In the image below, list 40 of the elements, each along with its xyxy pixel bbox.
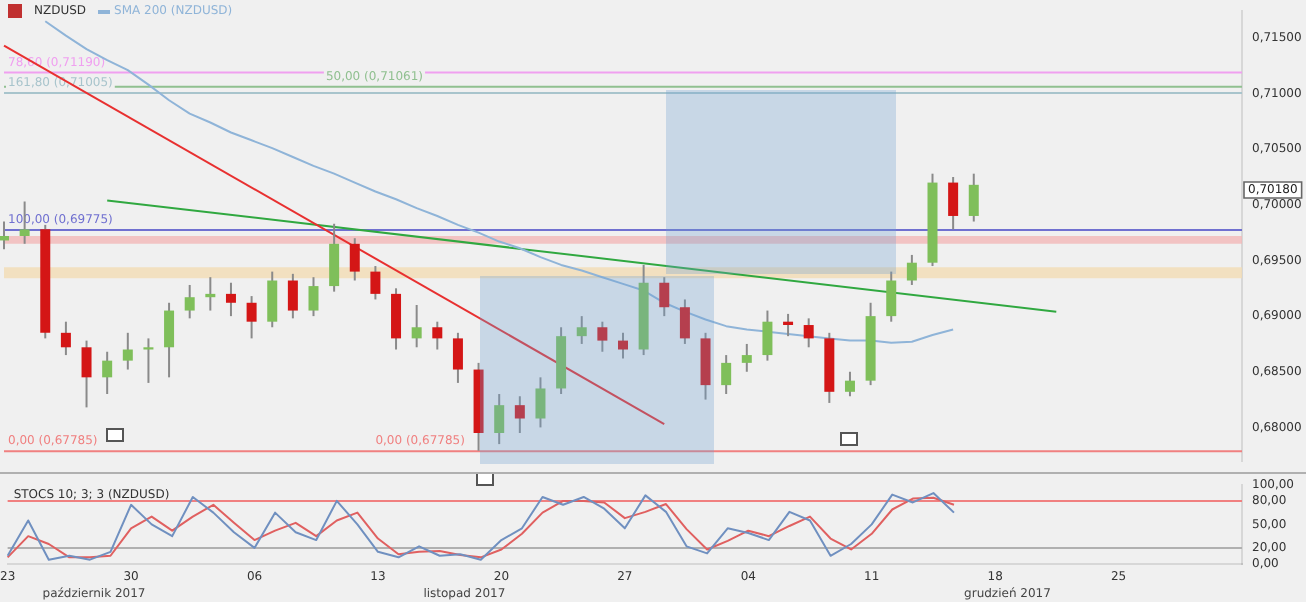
candlestick [597, 320, 608, 353]
candlestick [308, 276, 319, 318]
candlestick [329, 222, 340, 293]
candlestick [349, 237, 360, 282]
candlestick [535, 376, 546, 429]
candlestick [246, 295, 257, 340]
candlestick [618, 331, 628, 360]
candlestick [184, 283, 195, 320]
candlestick [164, 301, 175, 379]
candlestick [122, 331, 133, 371]
candlestick [721, 354, 732, 396]
candlestick [679, 298, 690, 345]
candlestick [803, 317, 814, 349]
candlestick [205, 276, 216, 312]
candlestick [60, 320, 71, 357]
candlestick [783, 312, 794, 338]
candlestick [659, 276, 670, 318]
candlestick [514, 395, 525, 434]
candlestick [81, 339, 92, 409]
candlestick [886, 270, 897, 323]
candlestick [968, 172, 979, 223]
candlestick [267, 270, 278, 329]
candlestick [844, 370, 855, 398]
candlestick [287, 272, 298, 320]
candlestick [102, 350, 113, 396]
candlestick [700, 331, 711, 401]
candlestick [143, 337, 154, 384]
candlestick [370, 265, 381, 301]
candlestick [741, 342, 752, 373]
candlestick [948, 176, 959, 231]
candlestick [411, 304, 422, 349]
candlestick [432, 320, 443, 351]
candlestick [452, 331, 463, 384]
candlestick [576, 315, 587, 345]
candlestick [391, 287, 402, 351]
candlestick [494, 393, 505, 446]
candlestick [0, 220, 9, 251]
candlestick [762, 309, 773, 362]
candlestick [225, 281, 236, 318]
candlestick [906, 253, 917, 286]
